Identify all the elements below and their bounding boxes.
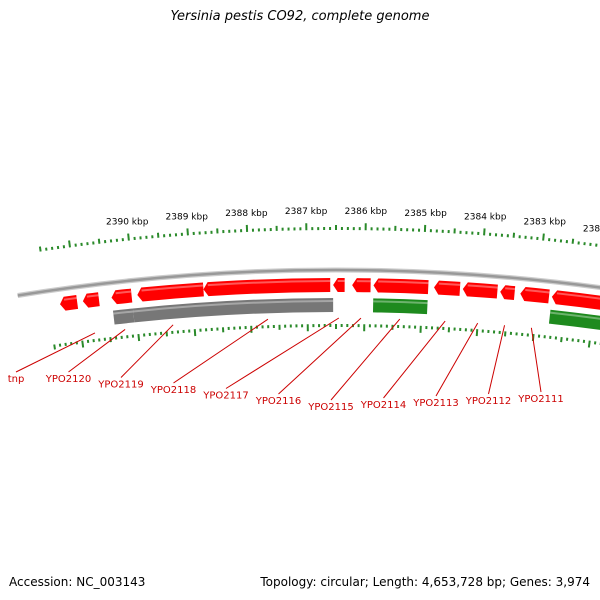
feature-highlight: [438, 282, 461, 286]
accession-label: Accession: NC_003143: [9, 575, 146, 589]
leader-line: [225, 317, 340, 389]
outer-tick: [571, 238, 575, 244]
outer-tick: [542, 233, 545, 241]
feature-highlight: [378, 280, 429, 285]
backbone: [17, 267, 600, 298]
feature-highlight: [63, 296, 77, 301]
feature-highlight: [550, 311, 600, 320]
leader-line: [278, 317, 362, 395]
gene-feature: [352, 278, 371, 293]
inner-tick: [560, 337, 563, 343]
axis-label: 2386 kbp: [345, 207, 388, 217]
gene-label: YPO2119: [97, 380, 143, 391]
leader-line: [383, 320, 446, 399]
genome-summary: Topology: circular; Length: 4,653,728 bp…: [260, 575, 590, 589]
feature-highlight: [133, 300, 334, 313]
pseudogene-feature: [112, 308, 135, 325]
genome-title: Yersinia pestis CO92, complete genome: [170, 9, 430, 24]
backbone-line: [17, 268, 600, 297]
inner-tick: [137, 333, 141, 342]
gene-feature: [82, 292, 100, 308]
gene-feature: [111, 288, 133, 305]
inner-tick: [109, 337, 112, 343]
gene-labels: tnp YPO2120 YPO2119 YPO2118 YPO2117 YPO2116 YP…: [8, 317, 564, 413]
gene-label: YPO2114: [360, 400, 406, 411]
feature-highlight: [113, 310, 134, 315]
rrna-feature: [372, 298, 428, 315]
feature-highlight: [141, 284, 204, 292]
gene-feature: [551, 290, 600, 310]
leader-line: [173, 318, 269, 384]
gene-feature: [333, 278, 345, 293]
inner-tick: [53, 344, 56, 350]
gene-label: YPO2112: [465, 396, 511, 407]
rrna-feature: [548, 309, 600, 330]
axis-label: 2390 kbp: [106, 218, 149, 228]
gene-feature: [373, 278, 429, 295]
axis-labels: 2390 kbp 2389 kbp 2388 kbp 2387 kbp 2386 kbp…: [106, 207, 600, 234]
inner-tick: [475, 329, 479, 337]
gene-feature: [203, 278, 331, 297]
gene-label: YPO2118: [150, 385, 196, 396]
feature-highlight: [373, 300, 428, 305]
leader-line: [530, 327, 542, 393]
axis-label: 2384 kbp: [464, 212, 507, 222]
leader-line: [15, 332, 96, 373]
axis-label: 2383 kbp: [524, 218, 567, 228]
gene-feature: [500, 285, 516, 301]
outer-tick: [483, 228, 486, 236]
feature-highlight: [115, 290, 132, 295]
leader-line: [435, 322, 479, 397]
inner-tick: [587, 340, 591, 348]
gene-label: YPO2116: [255, 396, 301, 407]
features: [60, 278, 600, 330]
gene-label: YPO2120: [45, 374, 91, 385]
outer-tick: [38, 246, 42, 252]
feature-highlight: [525, 289, 550, 294]
outer-tick: [127, 233, 130, 241]
axis-label: 2387 kbp: [285, 207, 328, 217]
feature-highlight: [467, 284, 498, 289]
gene-feature: [60, 295, 79, 311]
gene-feature: [434, 280, 461, 296]
gene-label: YPO2115: [307, 402, 353, 413]
leader-line: [120, 324, 174, 378]
feature-highlight: [207, 280, 331, 287]
gene-label: tnp: [8, 374, 25, 385]
gene-label: YPO2117: [202, 391, 248, 402]
inner-tick: [193, 329, 197, 337]
gene-feature: [520, 287, 550, 304]
outer-tick: [97, 238, 101, 244]
outer-tick: [68, 240, 71, 248]
leader-line: [68, 329, 126, 373]
gene-label: YPO2113: [412, 398, 458, 409]
gene-feature: [137, 282, 204, 302]
gene-label: YPO2111: [517, 394, 563, 405]
outer-tick: [186, 228, 189, 236]
axis-label: 2388 kbp: [225, 209, 268, 219]
pseudogene-feature: [132, 298, 334, 323]
leader-line: [488, 325, 506, 395]
axis-label: 2382 kbp: [583, 225, 600, 235]
gene-feature: [462, 282, 498, 299]
inner-tick: [81, 340, 85, 348]
axis-label: 2385 kbp: [404, 209, 447, 219]
leader-line: [330, 318, 401, 401]
axis-label: 2389 kbp: [166, 212, 209, 222]
feature-highlight: [556, 292, 600, 300]
feature-highlight: [505, 287, 516, 291]
feature-highlight: [86, 294, 99, 298]
